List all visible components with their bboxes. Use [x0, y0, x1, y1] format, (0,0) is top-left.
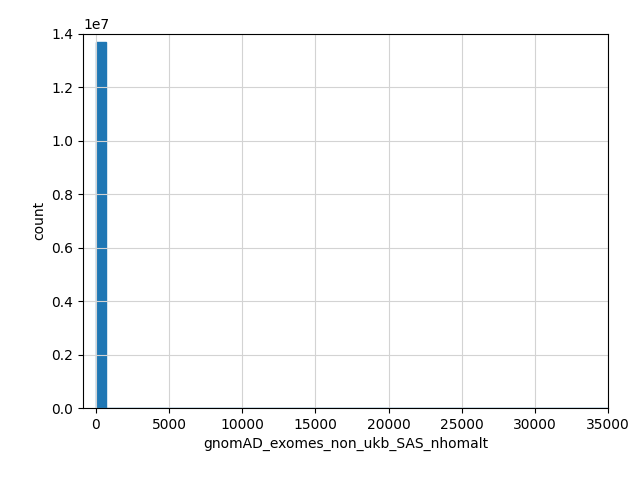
Bar	[96, 42, 106, 408]
Y-axis label: count: count	[32, 201, 46, 240]
X-axis label: gnomAD_exomes_non_ukb_SAS_nhomalt: gnomAD_exomes_non_ukb_SAS_nhomalt	[203, 437, 488, 451]
